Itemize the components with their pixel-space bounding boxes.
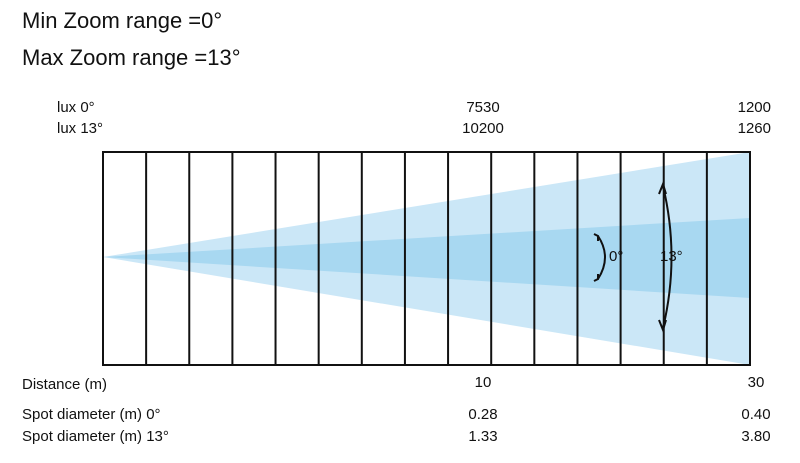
lux-value: 1200 — [738, 99, 771, 116]
frame — [102, 151, 751, 366]
spot-label: Spot diameter (m) 13° — [22, 428, 169, 445]
grid — [102, 151, 751, 366]
lux-value: 1260 — [738, 120, 771, 137]
spot-value: 0.40 — [741, 406, 770, 423]
spot-value: 1.33 — [468, 428, 497, 445]
max-zoom: Max Zoom range =13° — [22, 45, 241, 70]
inner-angle: 0° — [609, 248, 623, 265]
outer-arrow — [662, 185, 673, 329]
min-zoom: Min Zoom range =0° — [22, 8, 222, 33]
spot-value: 0.28 — [468, 406, 497, 423]
inner-beam — [103, 218, 750, 298]
spot-label: Spot diameter (m) 0° — [22, 406, 161, 423]
outer-arrow-heads — [658, 180, 667, 334]
spot-value: 3.80 — [741, 428, 770, 445]
lux-value: 7530 — [466, 99, 499, 116]
lux-label: lux 13° — [57, 120, 103, 137]
inner-arrow-heads — [593, 233, 599, 282]
distance-label: Distance (m) — [22, 376, 107, 393]
inner-arrow — [597, 235, 606, 280]
angle-arrows — [593, 180, 673, 334]
lux-value: 10200 — [462, 120, 504, 137]
distance-value: 30 — [748, 374, 765, 391]
distance-value: 10 — [475, 374, 492, 391]
lux-label: lux 0° — [57, 99, 95, 116]
outer-angle: 13° — [660, 248, 683, 265]
beam — [103, 152, 750, 365]
